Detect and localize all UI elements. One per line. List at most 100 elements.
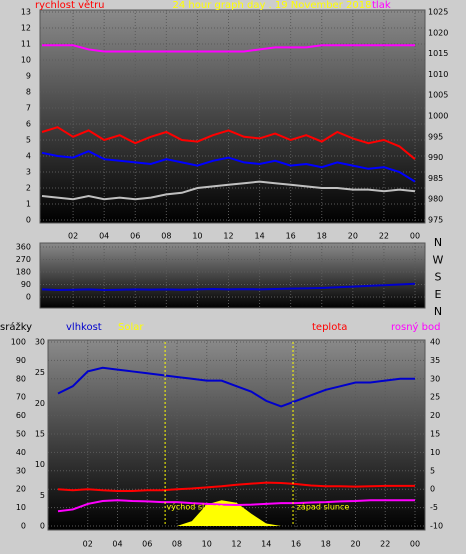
axis-label: rychlost větru bbox=[35, 0, 105, 11]
x-tick-label: 04 bbox=[99, 232, 109, 241]
line bbox=[57, 481, 415, 493]
y2-tick-label: 15 bbox=[35, 430, 45, 439]
y2-tick-label: 1020 bbox=[428, 28, 448, 37]
x-tick-label: 06 bbox=[142, 540, 152, 549]
line bbox=[41, 180, 416, 201]
x-tick-label: 14 bbox=[261, 540, 271, 549]
x-tick-label: 12 bbox=[231, 540, 241, 549]
y-tick-label: 10 bbox=[16, 503, 26, 512]
y-tick-label: 4 bbox=[26, 152, 31, 161]
y2-tick-label: 10 bbox=[35, 460, 45, 469]
y-tick-label: 90 bbox=[16, 356, 26, 365]
y-tick-label: 13 bbox=[21, 8, 31, 17]
y2-tick-label: 5 bbox=[40, 491, 45, 500]
y2-tick-label: 975 bbox=[428, 216, 443, 225]
x-tick-label: 16 bbox=[286, 232, 296, 241]
annotation: západ slunce bbox=[297, 503, 350, 512]
y2-tick-label: 980 bbox=[428, 195, 443, 204]
x-tick-label: 08 bbox=[161, 232, 171, 241]
x-tick-label: 14 bbox=[254, 232, 264, 241]
x-tick-label: 02 bbox=[68, 232, 78, 241]
y3-tick-label: 0 bbox=[430, 485, 435, 494]
y-tick-label: 360 bbox=[16, 243, 31, 252]
x-tick-label: 10 bbox=[192, 232, 202, 241]
y-tick-label: 80 bbox=[16, 374, 26, 383]
x-tick-label: 22 bbox=[379, 232, 389, 241]
axis-label: tlak bbox=[372, 0, 391, 11]
y-tick-label: 30 bbox=[16, 466, 26, 475]
y3-tick-label: -5 bbox=[430, 503, 438, 512]
y-tick-label: 70 bbox=[16, 393, 26, 402]
axis-label: vlhkost bbox=[66, 322, 102, 333]
y3-tick-label: 20 bbox=[430, 411, 440, 420]
y2-tick-label: 1005 bbox=[428, 91, 448, 100]
y3-tick-label: 15 bbox=[430, 430, 440, 439]
line bbox=[57, 499, 415, 513]
x-tick-label: 18 bbox=[321, 540, 331, 549]
plot-background bbox=[39, 242, 426, 309]
y-tick-label: 1 bbox=[26, 200, 31, 209]
x-tick-label: 20 bbox=[350, 540, 360, 549]
y-tick-label: 180 bbox=[16, 268, 31, 277]
y-tick-label: 10 bbox=[21, 56, 31, 65]
x-tick-label: 00 bbox=[410, 540, 420, 549]
y3-tick-label: 35 bbox=[430, 356, 440, 365]
y-tick-label: 5 bbox=[26, 136, 31, 145]
y-tick-label: 90 bbox=[21, 280, 31, 289]
y2-tick-label: 20 bbox=[35, 399, 45, 408]
axis-label: rosný bod bbox=[391, 321, 440, 333]
y-tick-label: 12 bbox=[21, 24, 31, 33]
y-tick-label: 40 bbox=[16, 448, 26, 457]
y2-tick-label: 990 bbox=[428, 153, 443, 162]
y2-tick-label: 25 bbox=[35, 368, 45, 377]
y2-tick-label: 1010 bbox=[428, 70, 448, 79]
annotation: východ slunce bbox=[166, 503, 223, 512]
y3-tick-label: 30 bbox=[430, 374, 440, 383]
x-tick-label: 22 bbox=[380, 540, 390, 549]
line bbox=[41, 150, 416, 183]
plot-background bbox=[47, 339, 426, 531]
y-tick-label: 100 bbox=[11, 338, 26, 347]
y-tick-label: 8 bbox=[26, 88, 31, 97]
y-tick-label: 0 bbox=[26, 293, 31, 302]
y-tick-label: 60 bbox=[16, 411, 26, 420]
y-tick-label: 11 bbox=[21, 40, 31, 49]
y2-tick-label: N bbox=[434, 236, 442, 249]
y-tick-label: 50 bbox=[16, 430, 26, 439]
x-tick-label: 08 bbox=[172, 540, 182, 549]
y-tick-label: 0 bbox=[21, 522, 26, 531]
y3-tick-label: 10 bbox=[430, 448, 440, 457]
area bbox=[58, 500, 415, 526]
y2-tick-label: 985 bbox=[428, 174, 443, 183]
y-tick-label: 9 bbox=[26, 72, 31, 81]
y2-tick-label: 1000 bbox=[428, 112, 448, 121]
y-tick-label: 2 bbox=[26, 184, 31, 193]
y2-tick-label: S bbox=[435, 271, 442, 284]
y-tick-label: 270 bbox=[16, 255, 31, 264]
x-tick-label: 18 bbox=[317, 232, 327, 241]
x-tick-label: 04 bbox=[112, 540, 122, 549]
y-tick-label: 20 bbox=[16, 485, 26, 494]
y-tick-label: 3 bbox=[26, 168, 31, 177]
x-tick-label: 20 bbox=[348, 232, 358, 241]
y2-tick-label: 0 bbox=[40, 522, 45, 531]
axis-label: teplota bbox=[312, 322, 347, 333]
x-tick-label: 12 bbox=[223, 232, 233, 241]
axis-label: Solar bbox=[118, 322, 144, 333]
y-tick-label: 6 bbox=[26, 120, 31, 129]
plot-background bbox=[39, 9, 426, 224]
y3-tick-label: 40 bbox=[430, 338, 440, 347]
axis-label: srážky bbox=[0, 321, 32, 333]
y3-tick-label: 5 bbox=[430, 466, 435, 475]
y2-tick-label: 995 bbox=[428, 132, 443, 141]
y2-tick-label: 30 bbox=[35, 338, 45, 347]
axis-label: 24 hour graph day . 19 November 2018 bbox=[173, 0, 372, 11]
y2-tick-label: E bbox=[435, 288, 442, 301]
line bbox=[57, 366, 415, 408]
x-tick-label: 16 bbox=[291, 540, 301, 549]
y-tick-label: 0 bbox=[26, 216, 31, 225]
y2-tick-label: N bbox=[434, 305, 442, 318]
line bbox=[41, 126, 416, 160]
y3-tick-label: -10 bbox=[430, 522, 443, 531]
